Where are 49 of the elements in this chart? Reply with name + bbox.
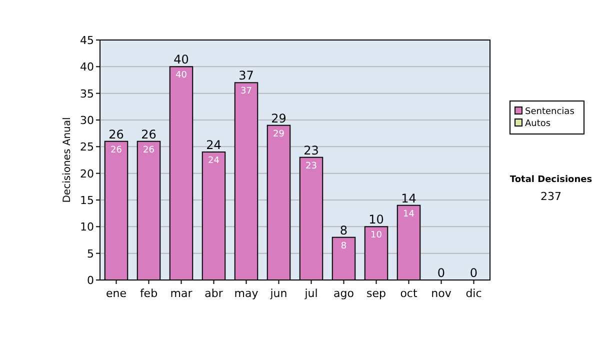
x-tick-label: feb [140,287,158,300]
y-tick-label: 40 [80,60,94,74]
x-tick-label: mar [170,287,193,300]
x-tick-label: sep [366,287,386,300]
x-tick-label: dic [466,287,482,300]
data-label: 8 [340,241,347,252]
total-label: 37 [238,68,254,83]
x-tick-label: nov [431,287,452,300]
text: Total Decisiones [510,175,592,185]
x-tick-label: jul [304,287,318,300]
data-label: 10 [370,230,382,241]
y-tick-label: 15 [80,194,94,207]
x-tick-label: oct [400,287,418,300]
total-label: 29 [271,111,286,126]
x-tick-label: ago [334,287,354,300]
total-label: 24 [206,138,222,152]
data-label: 40 [176,70,188,81]
total-label: 0 [470,266,478,280]
x-tick-label: jun [269,287,288,300]
total-label: 40 [174,52,189,67]
x-tick-label: may [234,287,259,300]
y-tick-label: 30 [80,114,94,127]
y-tick-label: 0 [87,274,94,287]
y-tick-label: 35 [80,87,94,100]
y-tick-label: 5 [87,247,94,260]
total-label: 0 [437,266,446,280]
y-tick-label: 10 [80,220,94,234]
y-axis-title: Decisiones Anual [62,117,73,203]
total-label: 23 [304,143,319,158]
total-label: 26 [108,127,124,142]
total-label: 14 [401,191,416,206]
y-tick-label: 25 [80,140,94,154]
y-tick-label: 20 [80,167,94,180]
total-label: 26 [141,127,156,142]
total-label: 8 [340,223,348,238]
data-label: 29 [273,129,285,140]
data-label: 24 [208,156,220,166]
data-label: 37 [240,86,252,97]
legend-label: Sentencias [525,107,575,117]
text: 237 [540,190,562,203]
y-tick-label: 45 [80,34,94,47]
legend-label: Autos [525,119,551,129]
x-tick-label: ene [106,287,127,300]
data-label: 26 [143,145,155,156]
data-label: 14 [403,209,415,220]
data-label: 26 [110,145,122,156]
data-label: 23 [306,161,317,172]
x-tick-label: abr [204,287,224,300]
total-label: 10 [368,212,384,227]
